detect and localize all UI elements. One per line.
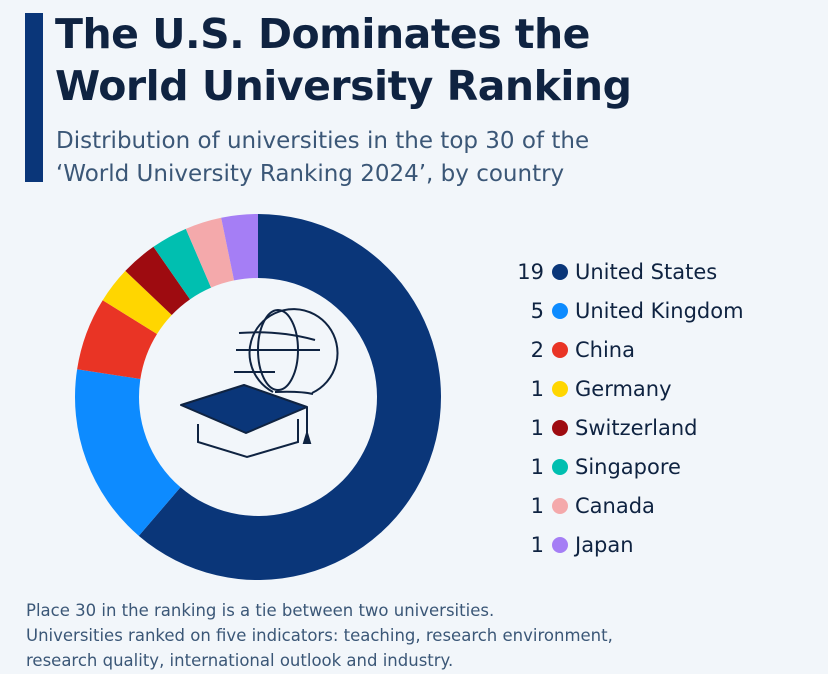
footnote-line: Universities ranked on five indicators: …	[26, 626, 613, 645]
legend-value: 2	[530, 337, 544, 362]
legend-item: 2 China	[500, 330, 744, 369]
legend-swatch	[552, 536, 568, 553]
legend-swatch	[552, 419, 568, 436]
title-line-1: The U.S. Dominates the	[55, 10, 591, 58]
legend-value: 1	[530, 376, 544, 401]
footnote: Place 30 in the ranking is a tie between…	[26, 598, 613, 673]
legend-label: Germany	[575, 376, 672, 401]
legend-value: 1	[530, 493, 544, 518]
legend-swatch	[552, 302, 568, 319]
legend-label: Switzerland	[575, 415, 698, 440]
legend-value: 1	[530, 532, 544, 557]
legend-value: 5	[530, 298, 544, 323]
legend-item: 1 Switzerland	[500, 408, 744, 447]
legend-label: Japan	[575, 532, 634, 557]
legend-value: 19	[517, 259, 544, 284]
legend-label: China	[575, 337, 635, 362]
legend-label: United States	[575, 259, 718, 284]
title-accent-bar	[25, 13, 43, 182]
footnote-line: Place 30 in the ranking is a tie between…	[26, 601, 495, 620]
footnote-line: research quality, international outlook …	[26, 651, 454, 670]
legend-item: 19 United States	[500, 252, 744, 291]
slice-japan	[221, 214, 258, 281]
subtitle-line-2: ‘World University Ranking 2024’, by coun…	[56, 161, 565, 187]
subtitle: Distribution of universities in the top …	[56, 125, 589, 191]
legend-item: 5 United Kingdom	[500, 291, 744, 330]
legend-item: 1 Japan	[500, 525, 744, 564]
slice-canada	[185, 217, 235, 288]
title-line-2: World University Ranking	[55, 62, 632, 110]
slice-switzerland	[125, 246, 191, 316]
legend-label: Canada	[575, 493, 655, 518]
legend-value: 1	[530, 454, 544, 479]
legend-swatch	[552, 497, 568, 514]
subtitle-line-1: Distribution of universities in the top …	[56, 128, 590, 154]
graduation-cap-globe-icon	[197, 308, 339, 459]
legend-swatch	[552, 380, 568, 397]
legend-label: United Kingdom	[575, 298, 744, 323]
cap-tassel	[302, 407, 312, 444]
legend-label: Singapore	[575, 454, 681, 479]
legend-value: 1	[530, 415, 544, 440]
slice-united-kingdom	[75, 369, 181, 536]
slice-germany	[102, 270, 172, 335]
slice-united-states	[138, 214, 442, 580]
legend-item: 1 Germany	[500, 369, 744, 408]
page-title: The U.S. Dominates the World University …	[55, 8, 632, 112]
legend-item: 1 Canada	[500, 486, 744, 525]
slice-china	[77, 300, 158, 379]
slice-singapore	[153, 228, 212, 300]
legend-swatch	[552, 263, 568, 280]
legend: 19 United States 5 United Kingdom 2 China 1 Ger…	[500, 252, 744, 564]
legend-item: 1 Singapore	[500, 447, 744, 486]
legend-swatch	[552, 341, 568, 358]
legend-swatch	[552, 458, 568, 475]
